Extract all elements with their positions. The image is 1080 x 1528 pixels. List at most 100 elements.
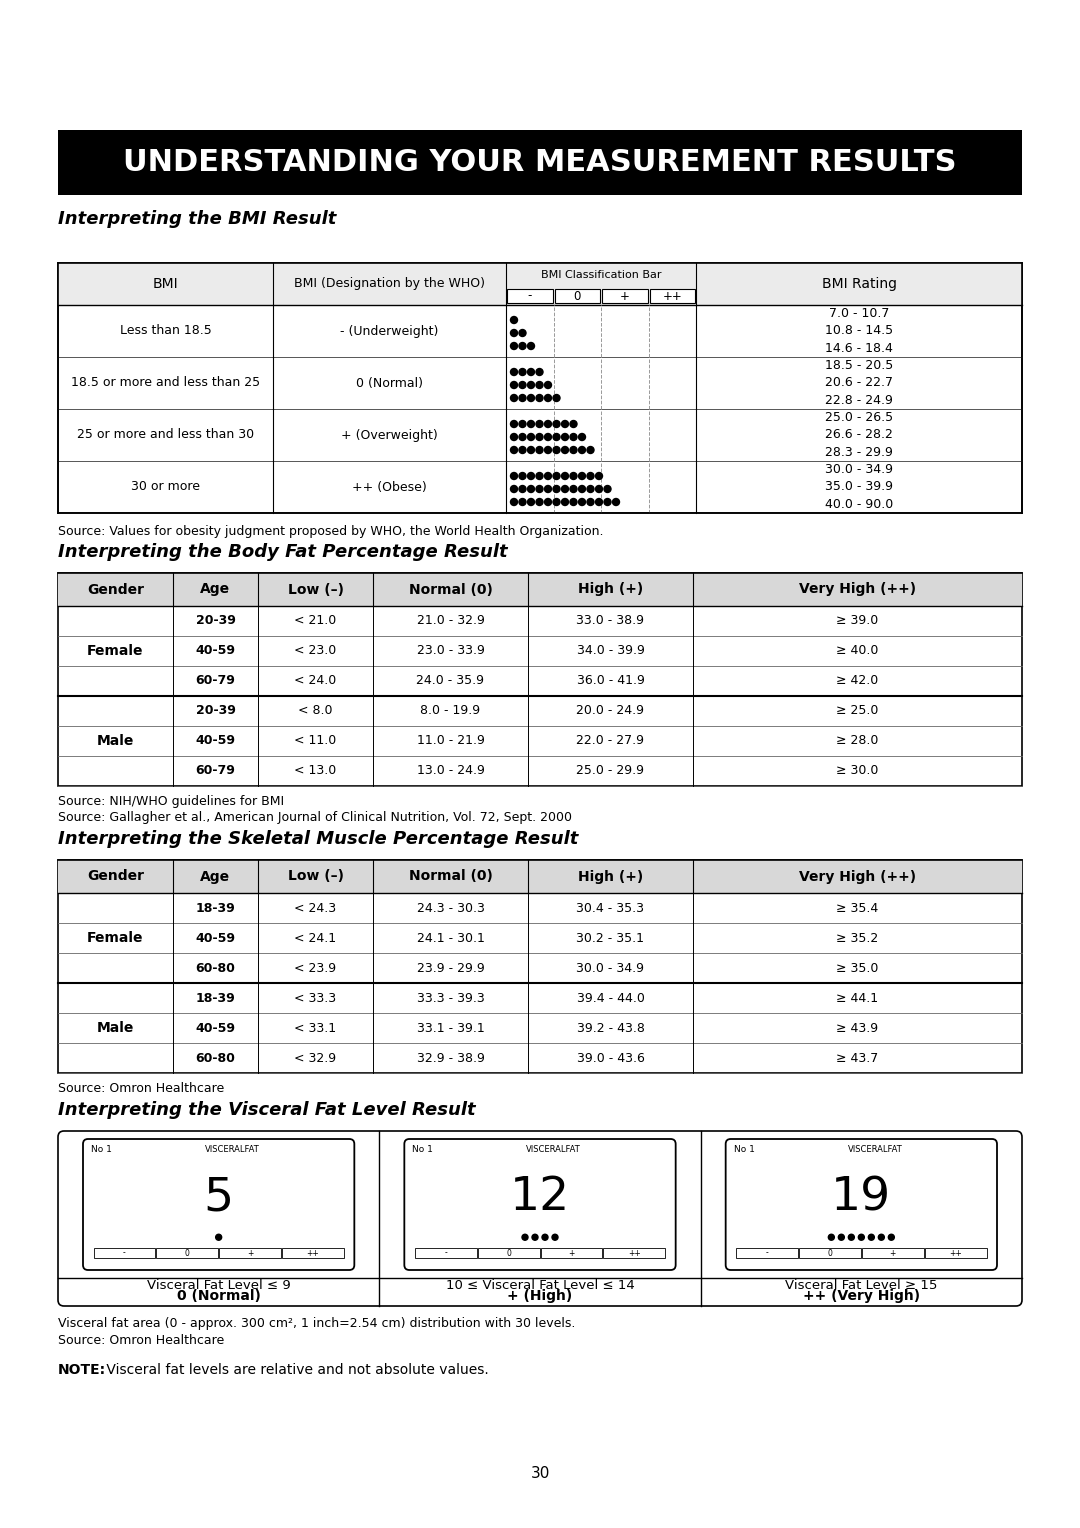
Text: 39.4 - 44.0: 39.4 - 44.0 (577, 992, 645, 1004)
Text: 26.6 - 28.2: 26.6 - 28.2 (825, 428, 893, 442)
Circle shape (553, 434, 561, 440)
Text: 33.1 - 39.1: 33.1 - 39.1 (417, 1022, 484, 1034)
Text: 39.2 - 43.8: 39.2 - 43.8 (577, 1022, 645, 1034)
Bar (58, 860, 1022, 1073)
Bar (924, 1248, 986, 1258)
FancyBboxPatch shape (58, 1131, 1022, 1306)
Circle shape (579, 486, 585, 492)
Text: Source: Omron Healthcare: Source: Omron Healthcare (58, 1082, 225, 1096)
Text: 30 or more: 30 or more (131, 480, 200, 494)
Circle shape (579, 498, 585, 506)
Circle shape (828, 1235, 835, 1241)
Text: 23.9 - 29.9: 23.9 - 29.9 (417, 961, 484, 975)
Circle shape (511, 472, 517, 480)
Bar (58, 756, 1022, 785)
Text: ≥ 42.0: ≥ 42.0 (836, 674, 879, 688)
Text: 36.0 - 41.9: 36.0 - 41.9 (577, 674, 645, 688)
Circle shape (527, 434, 535, 440)
Text: No 1: No 1 (733, 1144, 755, 1154)
Text: -: - (527, 289, 532, 303)
Circle shape (562, 434, 568, 440)
Circle shape (519, 486, 526, 492)
Text: Less than 18.5: Less than 18.5 (120, 324, 212, 338)
Circle shape (544, 382, 552, 388)
Text: VISCERALFAT: VISCERALFAT (205, 1144, 259, 1154)
Text: 0: 0 (185, 1248, 190, 1258)
Circle shape (544, 394, 552, 402)
Text: High (+): High (+) (578, 582, 643, 596)
Bar (554, 289, 600, 303)
Circle shape (553, 486, 561, 492)
Circle shape (570, 434, 577, 440)
Text: 10 ≤ Visceral Fat Level ≤ 14: 10 ≤ Visceral Fat Level ≤ 14 (446, 1279, 634, 1293)
Circle shape (562, 420, 568, 428)
Bar (58, 358, 1022, 410)
Text: 20.6 - 22.7: 20.6 - 22.7 (825, 376, 893, 390)
Circle shape (553, 498, 561, 506)
Text: 18.5 or more and less than 25: 18.5 or more and less than 25 (71, 376, 260, 390)
Text: Female: Female (87, 931, 144, 944)
Circle shape (536, 420, 543, 428)
Bar (58, 1044, 1022, 1073)
Circle shape (511, 498, 517, 506)
Bar (58, 923, 1022, 953)
Text: < 11.0: < 11.0 (295, 735, 337, 747)
Bar (58, 410, 1022, 461)
Circle shape (536, 472, 543, 480)
Text: 0: 0 (507, 1248, 511, 1258)
Text: ++: ++ (307, 1248, 320, 1258)
Circle shape (553, 472, 561, 480)
Circle shape (562, 498, 568, 506)
Text: 25.0 - 26.5: 25.0 - 26.5 (825, 411, 893, 425)
Text: 20-39: 20-39 (195, 704, 235, 718)
Text: 60-80: 60-80 (195, 961, 235, 975)
FancyBboxPatch shape (726, 1138, 997, 1270)
Circle shape (553, 446, 561, 454)
Circle shape (544, 434, 552, 440)
Circle shape (519, 472, 526, 480)
Text: 24.0 - 35.9: 24.0 - 35.9 (417, 674, 485, 688)
Text: Visceral Fat Level ≤ 9: Visceral Fat Level ≤ 9 (147, 1279, 291, 1293)
Text: 60-80: 60-80 (195, 1051, 235, 1065)
Circle shape (527, 382, 535, 388)
Text: 30: 30 (530, 1465, 550, 1481)
Bar (58, 636, 1022, 666)
Text: 0: 0 (827, 1248, 833, 1258)
Circle shape (544, 498, 552, 506)
Text: 40-59: 40-59 (195, 735, 235, 747)
Circle shape (848, 1235, 854, 1241)
Text: 30.2 - 35.1: 30.2 - 35.1 (577, 932, 645, 944)
Bar (58, 1013, 1022, 1044)
Circle shape (511, 486, 517, 492)
Bar (157, 1248, 218, 1258)
Circle shape (544, 446, 552, 454)
Circle shape (511, 330, 517, 336)
Text: Visceral Fat Level ≥ 15: Visceral Fat Level ≥ 15 (785, 1279, 937, 1293)
Text: 21.0 - 32.9: 21.0 - 32.9 (417, 614, 485, 628)
Text: < 24.3: < 24.3 (295, 902, 337, 914)
Text: VISCERALFAT: VISCERALFAT (526, 1144, 581, 1154)
Circle shape (532, 1235, 538, 1241)
Circle shape (536, 434, 543, 440)
Text: -: - (123, 1248, 125, 1258)
Text: < 32.9: < 32.9 (295, 1051, 337, 1065)
Circle shape (536, 486, 543, 492)
FancyBboxPatch shape (404, 1138, 676, 1270)
Circle shape (511, 368, 517, 376)
Text: ≥ 44.1: ≥ 44.1 (836, 992, 878, 1004)
Circle shape (595, 472, 603, 480)
Text: 8.0 - 19.9: 8.0 - 19.9 (420, 704, 481, 718)
Text: ++: ++ (949, 1248, 962, 1258)
Circle shape (519, 330, 526, 336)
Text: +: + (890, 1248, 896, 1258)
Circle shape (868, 1235, 875, 1241)
Bar (58, 263, 1022, 306)
Circle shape (588, 446, 594, 454)
Text: 19: 19 (832, 1175, 891, 1221)
Circle shape (570, 498, 577, 506)
Circle shape (522, 1235, 528, 1241)
Text: Very High (++): Very High (++) (799, 869, 916, 883)
Text: Source: Values for obesity judgment proposed by WHO, the World Health Organizati: Source: Values for obesity judgment prop… (58, 524, 604, 538)
Text: 28.3 - 29.9: 28.3 - 29.9 (825, 446, 893, 458)
Text: BMI Rating: BMI Rating (822, 277, 896, 290)
